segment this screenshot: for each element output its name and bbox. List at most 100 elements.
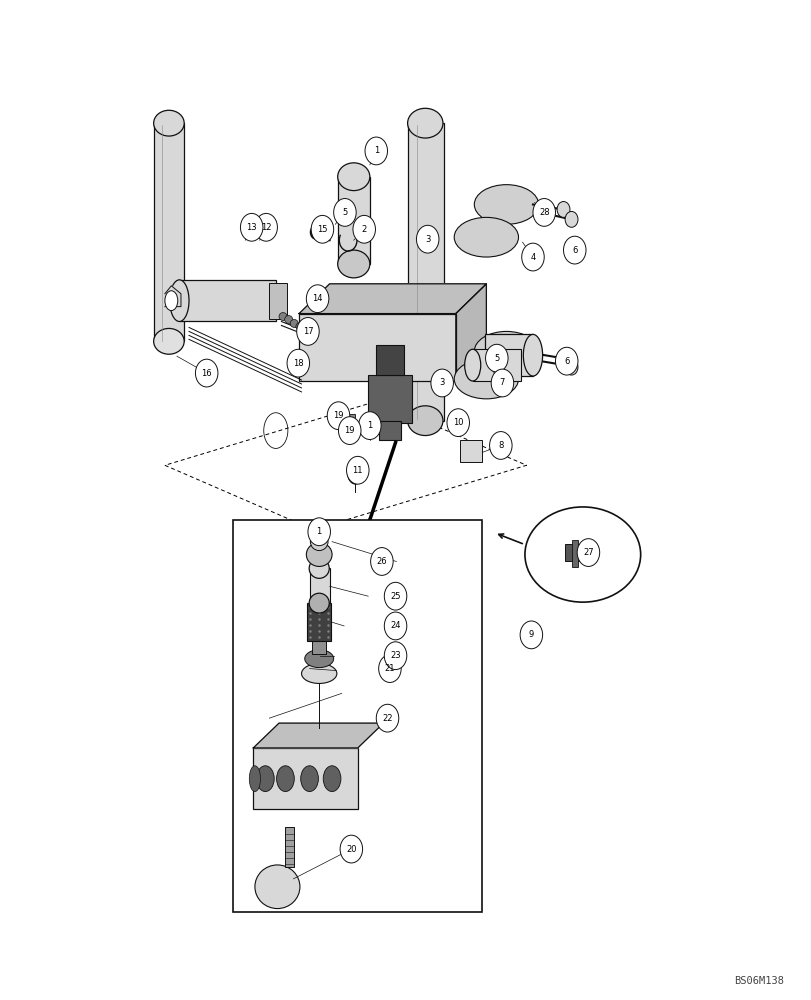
Bar: [564, 544, 582, 561]
Bar: [153, 123, 184, 341]
Ellipse shape: [295, 322, 303, 330]
Bar: [459, 440, 482, 462]
Circle shape: [327, 402, 350, 430]
Circle shape: [384, 612, 406, 640]
Bar: [298, 314, 455, 381]
Text: 22: 22: [382, 714, 393, 723]
Circle shape: [491, 369, 513, 397]
Text: 11: 11: [352, 466, 363, 475]
Ellipse shape: [304, 650, 333, 668]
Circle shape: [287, 349, 309, 377]
Circle shape: [563, 236, 586, 264]
Text: 17: 17: [303, 327, 313, 336]
Ellipse shape: [310, 225, 321, 239]
Ellipse shape: [310, 533, 328, 551]
Bar: [378, 421, 401, 440]
Ellipse shape: [290, 320, 298, 327]
Text: 13: 13: [246, 223, 257, 232]
Bar: [472, 349, 521, 381]
Text: 18: 18: [293, 359, 303, 368]
Circle shape: [384, 582, 406, 610]
Ellipse shape: [300, 766, 318, 792]
Bar: [484, 334, 532, 376]
Bar: [341, 414, 354, 424]
Text: 24: 24: [390, 621, 401, 630]
Text: 1: 1: [373, 146, 379, 155]
Ellipse shape: [556, 202, 569, 217]
Ellipse shape: [347, 460, 363, 484]
Ellipse shape: [249, 766, 260, 792]
Ellipse shape: [474, 185, 538, 224]
Polygon shape: [455, 284, 486, 381]
Ellipse shape: [301, 664, 337, 683]
Bar: [233, 520, 482, 912]
Text: 9: 9: [528, 630, 534, 639]
Bar: [309, 568, 329, 603]
Circle shape: [346, 456, 368, 484]
Circle shape: [353, 215, 375, 243]
Text: 1: 1: [367, 421, 372, 430]
Ellipse shape: [564, 211, 577, 227]
Circle shape: [340, 835, 363, 863]
Text: 27: 27: [582, 548, 593, 557]
Ellipse shape: [256, 766, 274, 792]
Text: 10: 10: [453, 418, 463, 427]
Text: 26: 26: [376, 557, 387, 566]
Ellipse shape: [309, 559, 328, 578]
Circle shape: [446, 409, 469, 437]
Bar: [311, 639, 326, 654]
Circle shape: [520, 621, 542, 649]
Circle shape: [311, 215, 333, 243]
Circle shape: [577, 539, 599, 566]
Circle shape: [306, 285, 328, 313]
Ellipse shape: [279, 313, 287, 321]
Text: 2: 2: [361, 225, 367, 234]
Text: 14: 14: [312, 294, 323, 303]
Ellipse shape: [464, 349, 480, 381]
Circle shape: [240, 213, 263, 241]
Text: 5: 5: [494, 354, 499, 363]
Bar: [367, 375, 412, 423]
Ellipse shape: [309, 593, 328, 613]
Bar: [179, 280, 276, 321]
Circle shape: [384, 642, 406, 670]
Text: 19: 19: [344, 426, 354, 435]
Ellipse shape: [323, 766, 341, 792]
Ellipse shape: [524, 507, 640, 602]
Bar: [314, 532, 324, 542]
Bar: [337, 177, 369, 264]
Ellipse shape: [407, 108, 443, 138]
Ellipse shape: [337, 250, 369, 278]
Text: 21: 21: [384, 664, 395, 673]
Circle shape: [195, 359, 217, 387]
Circle shape: [378, 655, 401, 682]
Circle shape: [416, 225, 439, 253]
Ellipse shape: [169, 280, 189, 322]
Bar: [348, 423, 361, 433]
Circle shape: [338, 417, 361, 444]
Text: 6: 6: [572, 246, 577, 255]
Polygon shape: [298, 284, 486, 314]
Polygon shape: [165, 286, 181, 307]
Ellipse shape: [247, 217, 259, 231]
Circle shape: [255, 213, 277, 241]
Text: 23: 23: [390, 651, 401, 660]
Ellipse shape: [255, 865, 299, 909]
Ellipse shape: [309, 292, 325, 312]
Ellipse shape: [453, 217, 518, 257]
Ellipse shape: [453, 359, 518, 399]
Text: 20: 20: [345, 845, 356, 854]
Bar: [571, 540, 577, 567]
Text: 7: 7: [499, 378, 504, 387]
Bar: [285, 827, 294, 867]
Ellipse shape: [153, 110, 184, 136]
Circle shape: [521, 243, 543, 271]
Circle shape: [370, 548, 393, 575]
Text: 5: 5: [342, 208, 347, 217]
Ellipse shape: [153, 328, 184, 354]
Circle shape: [296, 318, 319, 345]
Polygon shape: [253, 723, 383, 748]
Text: 15: 15: [317, 225, 328, 234]
Text: 6: 6: [564, 357, 569, 366]
Bar: [269, 283, 287, 319]
